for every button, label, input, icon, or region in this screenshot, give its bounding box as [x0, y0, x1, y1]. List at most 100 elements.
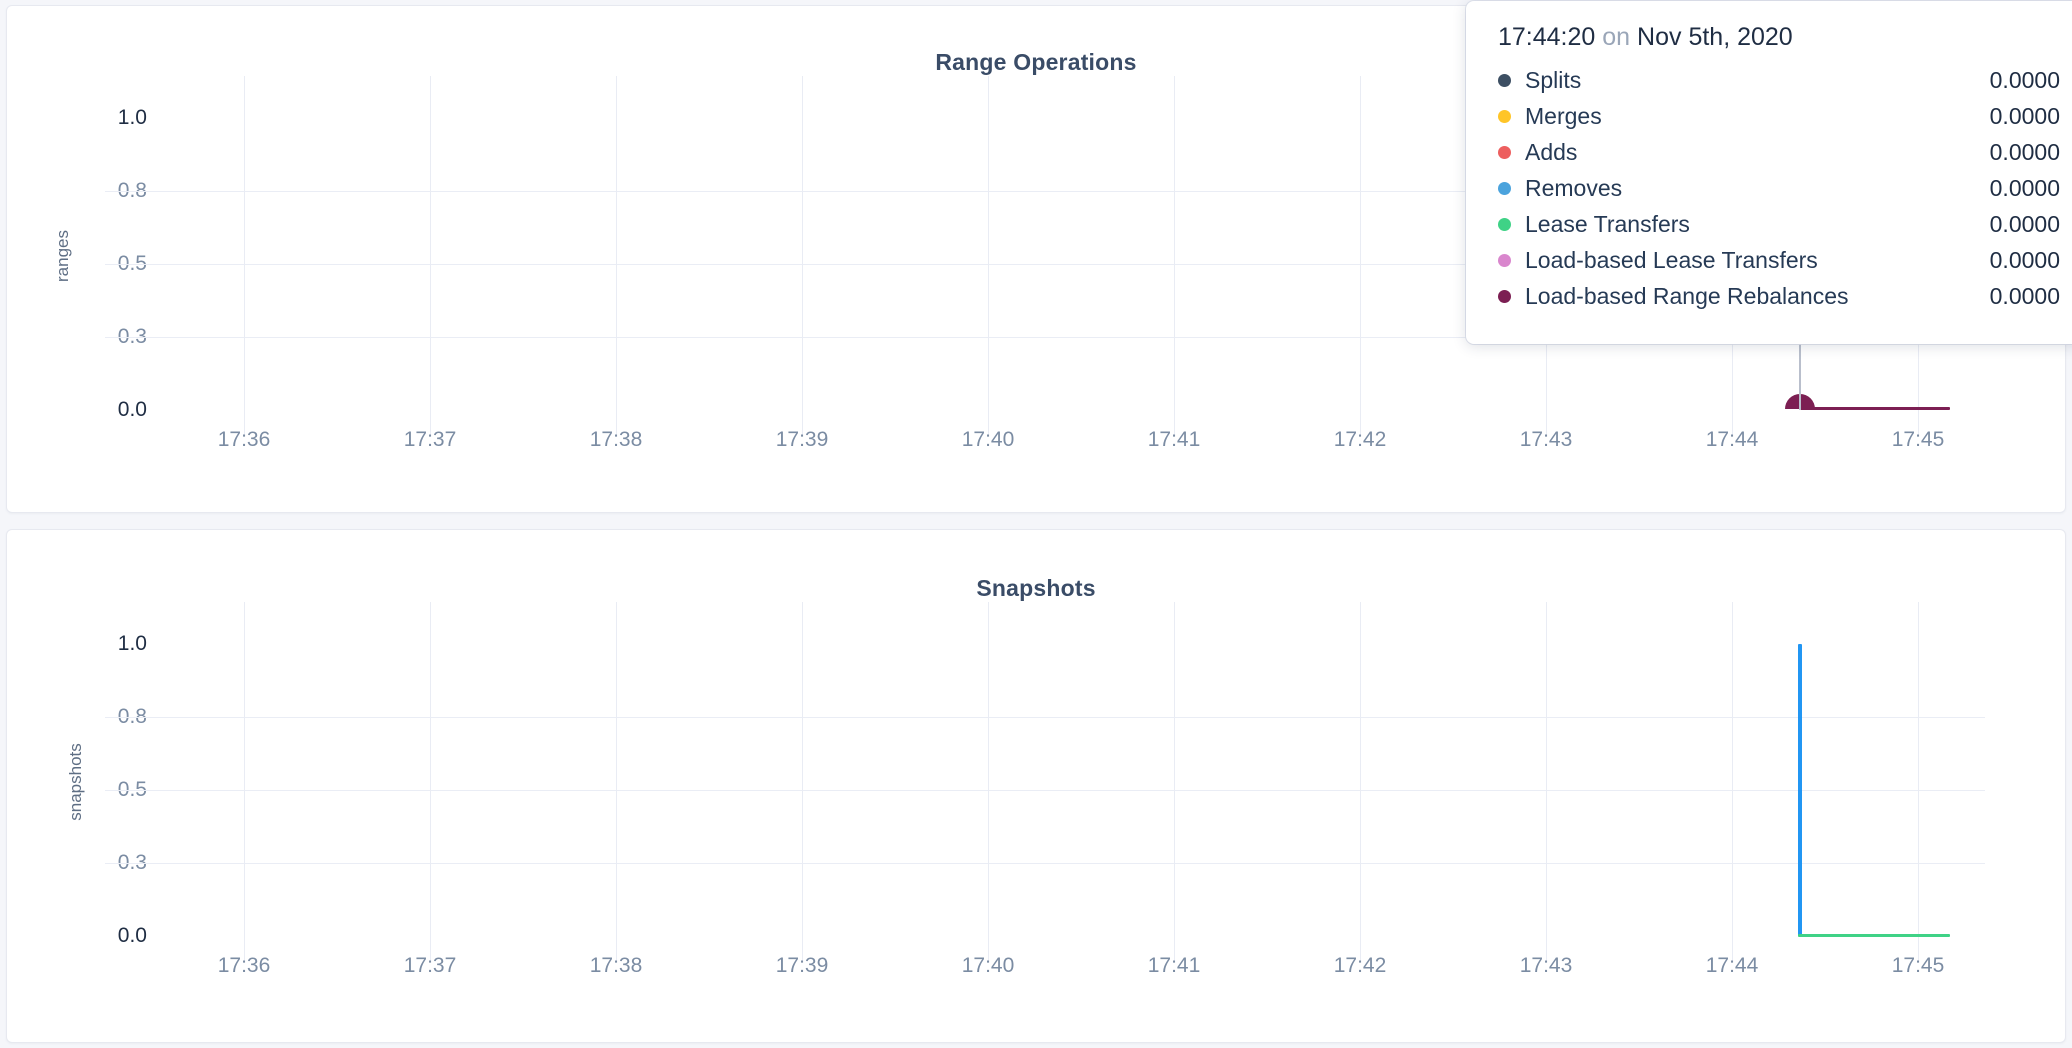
x-tick: 17:44: [1705, 954, 1759, 977]
gridline-horizontal: [105, 191, 1985, 192]
tooltip-series-value: 0.0000: [1989, 138, 2060, 165]
snapshots-title: Snapshots: [976, 575, 1096, 601]
gridline-vertical: [988, 602, 989, 962]
x-tick: 17:42: [1333, 954, 1387, 977]
tooltip-row: Removes 0.0000: [1498, 170, 2060, 206]
x-tick: 17:43: [1519, 428, 1573, 451]
gridline-vertical: [1546, 602, 1547, 962]
tooltip-series-label: Merges: [1525, 102, 1602, 129]
gridline-vertical: [244, 602, 245, 962]
tooltip-series-label: Splits: [1525, 66, 1582, 93]
x-tick: 17:38: [589, 428, 643, 451]
range-operations-x-ticks: 17:36 17:37 17:38 17:39 17:40 17:41 17:4…: [147, 428, 1985, 468]
x-tick: 17:43: [1519, 954, 1573, 977]
legend-dot-icon: [1498, 289, 1511, 303]
range-operations-y-ticks: 1.0 0.8 0.5 0.3 0.0: [7, 76, 147, 436]
gridline-horizontal: [105, 790, 1985, 791]
gridline-vertical: [802, 76, 803, 436]
x-tick: 17:40: [961, 954, 1015, 977]
x-tick: 17:44: [1705, 428, 1759, 451]
y-tick: 0.5: [117, 252, 147, 275]
x-tick: 17:36: [217, 428, 271, 451]
legend-dot-icon: [1498, 253, 1511, 267]
y-tick: 0.3: [117, 325, 147, 348]
tooltip-series-label: Removes: [1525, 174, 1623, 201]
gridline-horizontal: [105, 337, 1985, 338]
snapshots-plot: snapshots 1.0 0.8 0.5 0.3 0.0: [7, 602, 2065, 977]
tooltip-series-value: 0.0000: [1989, 210, 2060, 237]
legend-dot-icon: [1498, 145, 1511, 159]
gridline-vertical: [802, 602, 803, 962]
tooltip-time: 17:44:20: [1498, 23, 1596, 51]
gridline-horizontal: [105, 717, 1985, 718]
x-tick: 17:39: [775, 954, 829, 977]
tooltip-series-value: 0.0000: [1989, 282, 2060, 309]
y-tick: 0.5: [117, 778, 147, 801]
tooltip-series-value: 0.0000: [1989, 102, 2060, 129]
tooltip-row: Load-based Lease Transfers 0.0000: [1498, 242, 2060, 278]
x-tick: 17:37: [403, 428, 457, 451]
tooltip-series-value: 0.0000: [1989, 246, 2060, 273]
chart-hover-tooltip: 17:44:20 on Nov 5th, 2020 Splits 0.0000 …: [1466, 1, 2072, 344]
range-operations-card: Range Operations ranges 1.0 0.8 0.5 0.3 …: [6, 1, 2072, 513]
tooltip-timestamp: 17:44:20 on Nov 5th, 2020: [1498, 23, 2060, 52]
tooltip-row: Load-based Range Rebalances 0.0000: [1498, 278, 2060, 314]
series-line-snapshots-flat: [1798, 934, 1950, 937]
range-operations-plot: ranges 1.0 0.8 0.5 0.3 0.0: [7, 76, 2065, 451]
y-tick: 1.0: [117, 632, 147, 655]
gridline-vertical: [244, 76, 245, 436]
gridline-vertical: [1174, 76, 1175, 436]
tooltip-series-value: 0.0000: [1989, 66, 2060, 93]
gridline-horizontal: [105, 863, 1985, 864]
tooltip-series-label: Load-based Range Rebalances: [1525, 282, 1849, 309]
x-tick: 17:36: [217, 954, 271, 977]
gridline-vertical: [430, 76, 431, 436]
legend-dot-icon: [1498, 73, 1511, 87]
gridline-horizontal: [105, 264, 1985, 265]
x-tick: 17:40: [961, 428, 1015, 451]
range-operations-plot-area: [105, 76, 1985, 436]
tooltip-row: Splits 0.0000: [1498, 62, 2060, 98]
y-tick: 0.0: [117, 924, 147, 947]
y-tick: 0.8: [117, 705, 147, 728]
gridline-vertical: [988, 76, 989, 436]
gridline-vertical: [616, 602, 617, 962]
legend-dot-icon: [1498, 181, 1511, 195]
card-separator: [6, 513, 2066, 529]
tooltip-series-label: Lease Transfers: [1525, 210, 1690, 237]
tooltip-row: Lease Transfers 0.0000: [1498, 206, 2060, 242]
x-tick: 17:39: [775, 428, 829, 451]
series-spike-snapshots: [1798, 644, 1802, 936]
x-tick: 17:41: [1147, 428, 1201, 451]
snapshots-x-ticks: 17:36 17:37 17:38 17:39 17:40 17:41 17:4…: [147, 954, 1985, 994]
gridline-vertical: [430, 602, 431, 962]
tooltip-series-label: Adds: [1525, 138, 1578, 165]
legend-dot-icon: [1498, 109, 1511, 123]
tooltip-on-word: on: [1602, 23, 1631, 51]
gridline-vertical: [1918, 602, 1919, 962]
snapshots-y-ticks: 1.0 0.8 0.5 0.3 0.0: [7, 602, 147, 962]
y-tick: 0.3: [117, 851, 147, 874]
x-tick: 17:42: [1333, 428, 1387, 451]
x-tick: 17:45: [1891, 954, 1945, 977]
tooltip-series-label: Load-based Lease Transfers: [1525, 246, 1818, 273]
tooltip-date: Nov 5th, 2020: [1637, 23, 1793, 51]
snapshots-card: Snapshots snapshots 1.0 0.8 0.5 0.3 0.0: [6, 529, 2066, 1043]
y-tick: 0.0: [117, 398, 147, 421]
gridline-vertical: [1360, 76, 1361, 436]
x-tick: 17:38: [589, 954, 643, 977]
y-tick: 0.8: [117, 179, 147, 202]
x-tick: 17:37: [403, 954, 457, 977]
gridline-vertical: [616, 76, 617, 436]
range-operations-title: Range Operations: [935, 49, 1137, 75]
snapshots-plot-area: [105, 602, 1985, 962]
tooltip-row: Adds 0.0000: [1498, 134, 2060, 170]
x-tick: 17:45: [1891, 428, 1945, 451]
series-line-load-based-range-rebalances: [1800, 407, 1950, 410]
x-tick: 17:41: [1147, 954, 1201, 977]
y-tick: 1.0: [117, 106, 147, 129]
tooltip-row: Merges 0.0000: [1498, 98, 2060, 134]
gridline-vertical: [1732, 602, 1733, 962]
legend-dot-icon: [1498, 217, 1511, 231]
